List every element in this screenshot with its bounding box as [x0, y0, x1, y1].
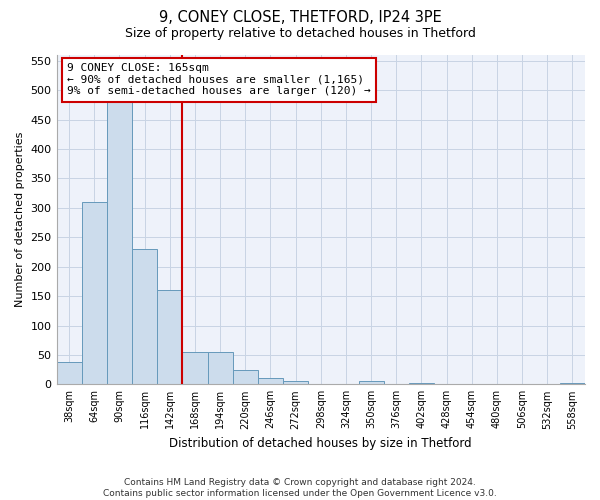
Bar	[182, 352, 208, 384]
Bar	[233, 370, 258, 384]
Text: 9, CONEY CLOSE, THETFORD, IP24 3PE: 9, CONEY CLOSE, THETFORD, IP24 3PE	[158, 10, 442, 25]
Text: Size of property relative to detached houses in Thetford: Size of property relative to detached ho…	[125, 28, 475, 40]
Bar	[132, 249, 157, 384]
Bar	[208, 352, 233, 384]
Bar	[56, 362, 82, 384]
Bar	[359, 382, 383, 384]
Bar	[82, 202, 107, 384]
Bar	[560, 383, 585, 384]
X-axis label: Distribution of detached houses by size in Thetford: Distribution of detached houses by size …	[169, 437, 472, 450]
Y-axis label: Number of detached properties: Number of detached properties	[15, 132, 25, 308]
Text: 9 CONEY CLOSE: 165sqm
← 90% of detached houses are smaller (1,165)
9% of semi-de: 9 CONEY CLOSE: 165sqm ← 90% of detached …	[67, 63, 371, 96]
Bar	[107, 84, 132, 384]
Bar	[409, 383, 434, 384]
Text: Contains HM Land Registry data © Crown copyright and database right 2024.
Contai: Contains HM Land Registry data © Crown c…	[103, 478, 497, 498]
Bar	[283, 382, 308, 384]
Bar	[258, 378, 283, 384]
Bar	[157, 290, 182, 384]
